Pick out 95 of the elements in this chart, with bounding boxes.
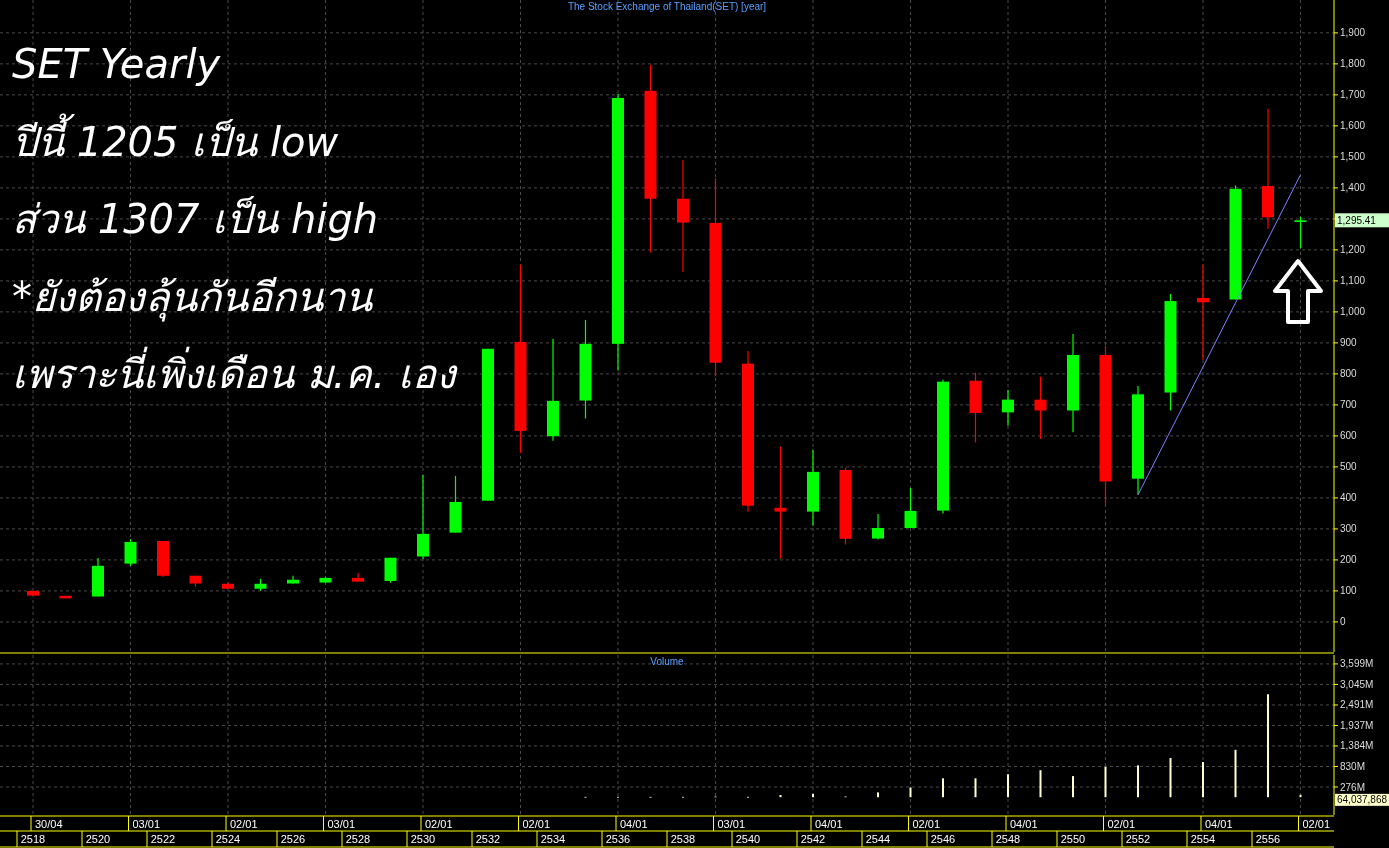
x-tick-label: 2556	[1255, 833, 1281, 845]
y-tick-label: 1,700	[1340, 89, 1366, 101]
bar	[909, 787, 912, 798]
y-tick-label: 1,500	[1340, 151, 1366, 163]
candlestick	[384, 557, 397, 584]
bar	[1039, 770, 1042, 798]
y-tick-label: 1,200	[1340, 244, 1366, 256]
bar	[1169, 757, 1172, 798]
y-tick-label: 800	[1340, 368, 1358, 380]
bar	[1137, 765, 1139, 798]
candlestick	[1294, 216, 1307, 249]
annotation: *ยังต้องลุ้นกันอีกนาน	[12, 273, 374, 322]
x-tick-label: 2518	[20, 833, 46, 845]
x-tick-label: 2520	[85, 833, 111, 845]
y-tick-label: 3,599M	[1340, 658, 1374, 670]
y-tick-label: 100	[1340, 585, 1358, 597]
text: 64,037,868	[1337, 794, 1388, 806]
text: 04/01	[1010, 818, 1038, 830]
x-tick-label: 2534	[540, 833, 566, 845]
x-tick-label: 2540	[735, 833, 761, 845]
text: 04/01	[815, 818, 843, 830]
chart-title: The Stock Exchange of Thailand(SET) [year]	[567, 1, 767, 12]
annotation: ส่วน 1307 เป็น high	[12, 196, 379, 242]
bar	[877, 792, 879, 798]
y-tick-label: 830M	[1340, 760, 1366, 772]
text: 04/01	[1205, 818, 1233, 830]
x-tick-label: 2554	[1190, 833, 1216, 845]
x-tick-label: 2538	[670, 833, 696, 845]
bar	[1007, 774, 1009, 798]
y-tick-label: 900	[1340, 337, 1358, 349]
y-tick-label: 1,000	[1340, 306, 1366, 318]
candlestick	[774, 446, 787, 560]
candlestick	[352, 572, 364, 583]
bar	[942, 778, 944, 798]
candlestick	[1034, 376, 1047, 440]
x-tick-label: 2542	[800, 833, 826, 845]
x-tick-label: 2528	[345, 833, 371, 845]
x-tick-label: 2536	[605, 833, 631, 845]
y-tick-label: 276M	[1340, 781, 1366, 793]
x-tick-label: 2548	[995, 833, 1021, 845]
x-tick-label: 2524	[215, 833, 241, 845]
text: 02/01	[912, 818, 941, 830]
x-tick-label: 2526	[280, 833, 306, 845]
candlestick	[124, 538, 137, 567]
text: 30/04	[35, 818, 63, 830]
candlestick	[904, 487, 917, 529]
text: 02/01	[230, 818, 258, 830]
y-tick-label: 2,491M	[1340, 699, 1374, 711]
x-tick-label: 2546	[930, 833, 956, 845]
x-tick-label: 2550	[1060, 833, 1086, 845]
y-tick-label: 200	[1340, 554, 1358, 566]
text: 04/01	[620, 818, 648, 830]
candlestick	[872, 513, 884, 541]
bar	[1267, 694, 1269, 798]
x-tick-label: 2544	[865, 833, 891, 845]
bar	[1202, 762, 1204, 798]
annotation: เพราะนี่เพิ่งเดือน ม.ค. เอง	[12, 346, 458, 397]
y-tick-label: 1,100	[1340, 275, 1366, 287]
text: 03/01	[132, 818, 161, 830]
y-tick-label: 3,045M	[1340, 678, 1374, 690]
y-tick-label: 1,600	[1340, 120, 1366, 132]
text: 02/01	[425, 818, 453, 830]
y-tick-label: 0	[1340, 616, 1346, 628]
y-tick-label: 1,900	[1340, 27, 1366, 39]
y-tick-label: 1,800	[1340, 58, 1366, 70]
x-tick-label: 2532	[475, 833, 501, 845]
candlestick	[1002, 389, 1014, 427]
y-tick-label: 1,400	[1340, 182, 1366, 194]
y-tick-label: 700	[1340, 399, 1358, 411]
bar	[779, 795, 782, 798]
chart-title: Volume	[650, 656, 685, 667]
y-tick-label: 600	[1340, 430, 1358, 442]
bar	[974, 778, 977, 798]
x-tick-label: 2552	[1125, 833, 1151, 845]
text: 02/01	[1107, 818, 1136, 830]
y-tick-label: 1,937M	[1340, 719, 1374, 731]
candlestick	[1197, 264, 1209, 361]
text: 1,295.41	[1337, 214, 1377, 226]
annotation: SET Yearly	[12, 41, 222, 87]
y-tick-label: 300	[1340, 523, 1358, 535]
bar	[1072, 776, 1074, 798]
candlestick	[677, 159, 689, 273]
y-tick-label: 500	[1340, 461, 1358, 473]
bar	[1234, 749, 1237, 798]
candlestick	[417, 474, 429, 560]
x-tick-label: 2530	[410, 833, 436, 845]
annotation: ปีนี้ 1205 เป็น low	[12, 112, 339, 165]
y-tick-label: 1,384M	[1340, 740, 1374, 752]
x-tick-label: 2522	[150, 833, 176, 845]
text: 03/01	[717, 818, 746, 830]
bar	[1104, 766, 1107, 798]
text: 03/01	[327, 818, 356, 830]
text: 02/01	[522, 818, 551, 830]
text: 02/01	[1302, 818, 1331, 830]
y-tick-label: 400	[1340, 492, 1358, 504]
